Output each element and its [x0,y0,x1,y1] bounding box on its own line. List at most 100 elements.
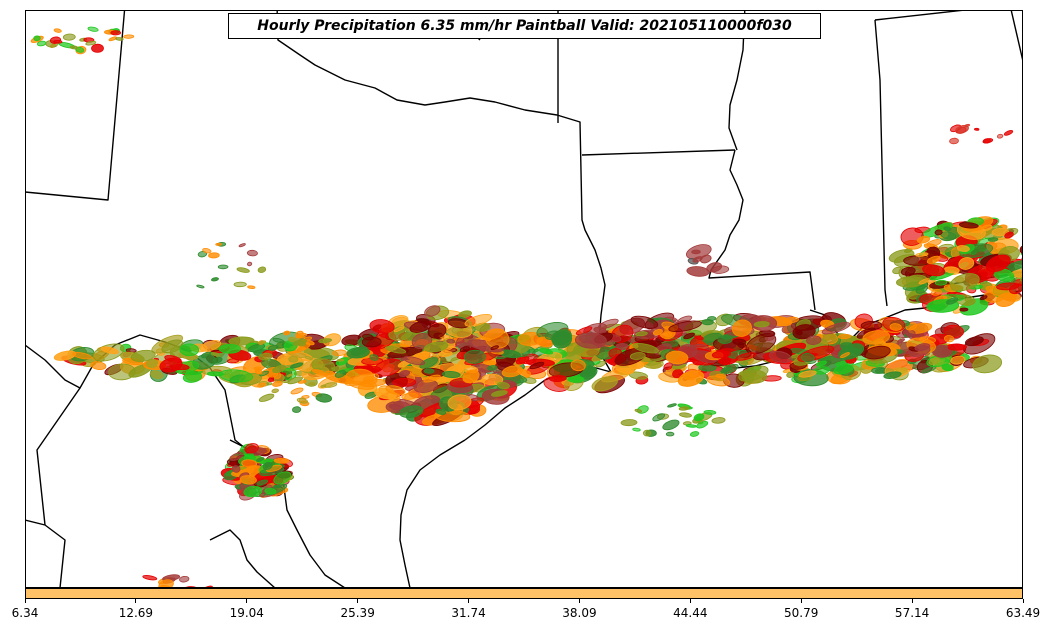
colorbar-tick-label: 57.14 [894,606,930,620]
precip-blob [179,343,200,357]
precip-blob [732,338,747,346]
precip-blob [593,326,607,334]
precip-blob [486,365,498,371]
precip-blob [296,397,309,404]
precip-blob [463,349,486,364]
precip-blob [403,356,426,366]
precip-blob [36,40,47,47]
precip-blob [229,452,244,461]
precip-blob [798,370,817,378]
precip-blob [238,243,246,248]
precip-blob [696,420,709,429]
precip-blob [286,373,293,378]
precip-blob [678,406,690,411]
precip-blob [987,237,999,242]
precip-blob [840,352,850,358]
precip-blob [837,333,852,340]
precip-blob [958,222,979,229]
precip-blob [258,352,273,361]
precip-blob [91,43,104,53]
precip-blob [304,356,313,360]
colorbar-tick-label: 6.34 [11,606,39,620]
precip-blob [123,34,135,39]
precip-blob [753,321,770,328]
precip-blob [266,464,282,473]
precip-blob [258,340,267,345]
precip-blob [236,267,250,273]
precip-blob [959,307,969,312]
precip-blob [447,394,472,411]
map-title: Hourly Precipitation 6.35 mm/hr Paintbal… [228,13,821,39]
precip-blob [711,350,731,359]
precip-blob [941,363,954,372]
precip-blob [570,359,586,372]
colorbar-tick-label: 50.79 [784,606,819,620]
precip-blob [1020,246,1023,256]
precip-blob [85,40,97,46]
colorbar-tick-label: 63.49 [1005,606,1041,620]
precip-blob [362,333,374,341]
precip-blob [717,335,733,344]
precip-blob [283,330,291,336]
precip-blob [427,323,447,339]
precip-blob [955,125,969,134]
precip-blob [256,479,269,486]
precip-blob [996,133,1004,139]
precip-blob [711,417,726,424]
precip-blob [652,413,666,422]
precip-blob [783,316,799,324]
precip-blob [501,365,523,378]
colorbar-tick-label: 25.39 [340,606,375,620]
colorbar-tick [911,599,913,603]
colorbar-tick-label: 44.44 [673,606,708,620]
precip-blob [62,33,76,41]
precip-blob [481,373,504,386]
colorbar-tick [135,599,137,603]
precip-blob [833,364,854,375]
precip-blob [290,387,304,395]
precip-blob [334,370,347,378]
colorbar-tick-label: 31.74 [451,606,486,620]
precip-blob [538,348,554,355]
precip-blob [423,368,435,374]
colorbar-tick [1022,599,1024,603]
precip-blob [689,431,700,437]
precip-blob [423,374,441,383]
colorbar-tick-label: 19.04 [229,606,264,620]
precip-blob [915,252,929,257]
precip-blob [694,335,704,340]
precip-blob [33,35,41,42]
precip-blob [692,256,703,263]
precip-blob [257,266,267,273]
precip-blob [815,360,827,367]
precip-blob [934,229,943,236]
precip-blob [231,465,241,473]
precip-blob [806,335,822,345]
precip-blob [491,390,508,397]
precip-blob [1021,253,1023,263]
precip-blob [243,485,263,498]
colorbar-tick [357,599,359,603]
colorbar-tick [578,599,580,603]
precip-blob [323,382,338,388]
precip-blob [273,457,290,464]
precip-blob [731,319,752,337]
precip-blob [115,37,124,41]
precip-blob [308,382,316,386]
precip-blob [922,264,946,277]
precip-blob [956,245,970,252]
precip-blob [496,381,510,390]
precip-blob [904,329,916,337]
precip-blob [574,332,607,349]
precip-blob [179,575,190,583]
precip-blob [552,331,573,349]
precip-blob [258,393,275,402]
precip-blob [720,366,733,374]
precip-blob [53,39,63,44]
precip-blob [256,457,265,462]
precip-blob [197,251,208,258]
precip-blob [682,372,696,381]
precip-blob [974,127,980,131]
precip-blob [567,375,585,383]
precip-blob [287,376,303,385]
